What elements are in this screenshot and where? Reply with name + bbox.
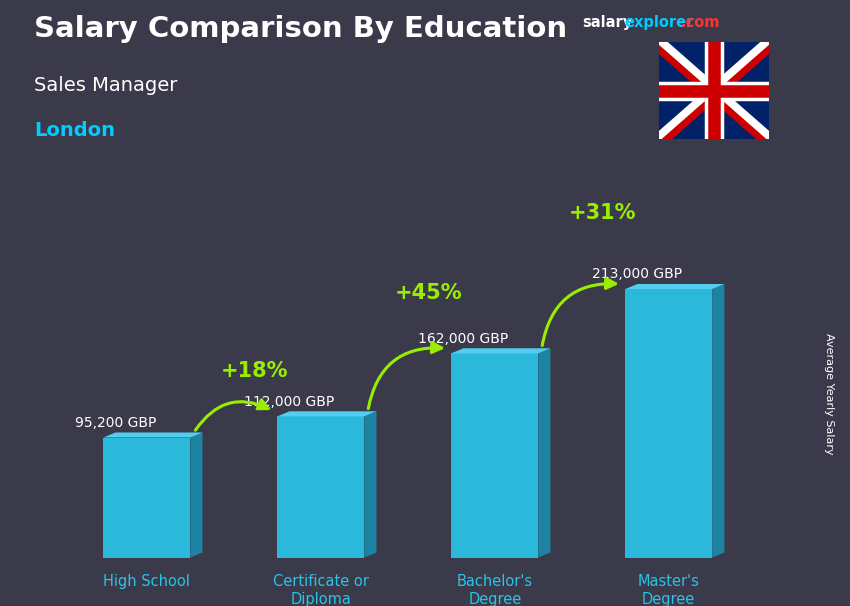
Text: salary: salary [582, 15, 632, 30]
Polygon shape [365, 411, 377, 558]
Polygon shape [626, 289, 712, 558]
Text: 162,000 GBP: 162,000 GBP [418, 331, 508, 346]
Text: Salary Comparison By Education: Salary Comparison By Education [34, 15, 567, 43]
Polygon shape [626, 284, 724, 289]
Text: 95,200 GBP: 95,200 GBP [75, 416, 156, 430]
Text: 112,000 GBP: 112,000 GBP [245, 395, 335, 409]
Text: London: London [34, 121, 115, 140]
Polygon shape [712, 284, 724, 558]
Polygon shape [538, 348, 551, 558]
Text: Average Yearly Salary: Average Yearly Salary [824, 333, 834, 454]
Polygon shape [451, 353, 538, 558]
Polygon shape [104, 433, 202, 438]
Text: +31%: +31% [569, 204, 637, 224]
Text: explorer: explorer [625, 15, 694, 30]
Polygon shape [104, 438, 190, 558]
Text: +45%: +45% [395, 283, 462, 303]
Polygon shape [277, 416, 365, 558]
Polygon shape [277, 411, 377, 416]
Polygon shape [190, 433, 202, 558]
Text: 213,000 GBP: 213,000 GBP [592, 267, 683, 281]
Polygon shape [451, 348, 551, 353]
Text: .com: .com [680, 15, 719, 30]
Text: +18%: +18% [221, 361, 288, 381]
Text: Sales Manager: Sales Manager [34, 76, 178, 95]
